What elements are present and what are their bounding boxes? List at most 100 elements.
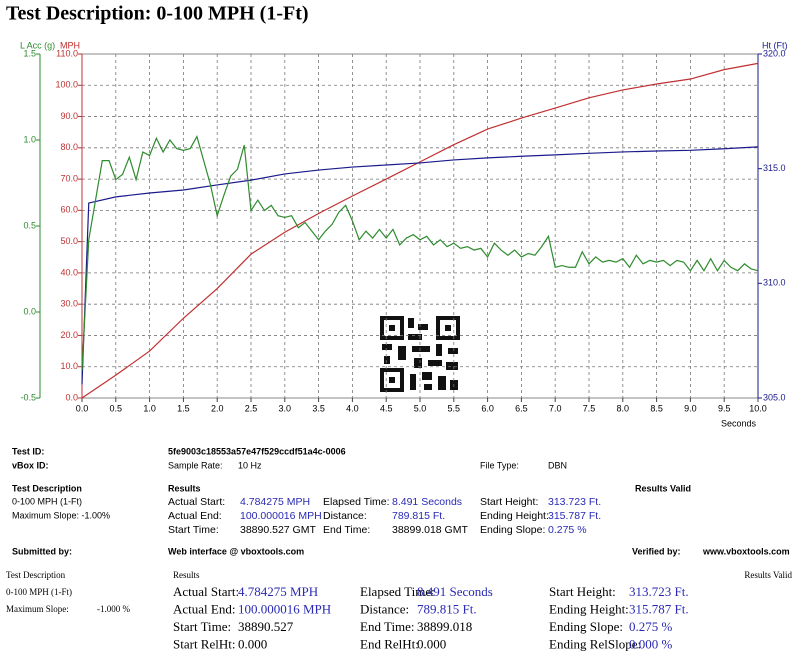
heading: Test Description xyxy=(12,483,82,493)
field-label: Elapsed Time: xyxy=(323,496,390,508)
field-value: 8.491 Seconds xyxy=(392,496,462,508)
y-tick-label: 0.0 xyxy=(65,392,78,402)
y3-tick-label: 1.0 xyxy=(23,134,36,144)
label: Test ID: xyxy=(12,446,44,456)
x-tick-label: 9.5 xyxy=(718,403,731,413)
label: Submitted by: xyxy=(12,546,72,556)
field-value: 0.275 % xyxy=(548,524,587,536)
field-label: Ending Slope: xyxy=(480,524,545,536)
y-tick-label: 10.0 xyxy=(60,361,78,371)
x-tick-label: 6.5 xyxy=(515,403,528,413)
x-tick-label: 2.5 xyxy=(245,403,258,413)
field-label: Actual End: xyxy=(173,601,235,616)
x-tick-label: 3.5 xyxy=(312,403,325,413)
value: -1.000 % xyxy=(97,604,130,614)
field-value: 0.275 % xyxy=(629,619,673,634)
x-tick-label: 6.0 xyxy=(481,403,494,413)
y-tick-label: 30.0 xyxy=(60,299,78,309)
value: 5fe9003c18553a57e47f529ccdf51a4c-0006 xyxy=(168,446,346,456)
x-tick-label: 9.0 xyxy=(684,403,697,413)
field-label: End Time: xyxy=(323,524,370,536)
field-label: Ending Height: xyxy=(549,601,629,616)
y-tick-label: 60.0 xyxy=(60,205,78,215)
label: Sample Rate: xyxy=(168,460,223,470)
field-label: Distance: xyxy=(323,510,367,522)
heading: Test Description xyxy=(6,570,66,580)
x-tick-label: 8.0 xyxy=(617,403,630,413)
x-tick-label: 0.0 xyxy=(76,403,89,413)
x-tick-label: 4.5 xyxy=(380,403,393,413)
field-value: 4.784275 MPH xyxy=(238,584,318,599)
y2-tick-label: 320.0 xyxy=(763,48,786,58)
value: 0-100 MPH (1-Ft) xyxy=(12,496,82,506)
y-tick-label: 90.0 xyxy=(60,111,78,121)
series-line xyxy=(81,146,759,385)
x-tick-label: 7.5 xyxy=(583,403,596,413)
y2-tick-label: 315.0 xyxy=(763,163,786,173)
x-tick-label: 1.0 xyxy=(143,403,156,413)
y3-axis-label: L Acc (g) xyxy=(20,40,55,50)
field-value: 315.787 Ft. xyxy=(629,601,689,616)
field-value: 789.815 Ft. xyxy=(392,510,445,522)
y-tick-label: 50.0 xyxy=(60,236,78,246)
x-tick-label: 1.5 xyxy=(177,403,190,413)
field-value: 8.491 Seconds xyxy=(417,584,493,599)
y3-tick-label: 0.5 xyxy=(23,220,36,230)
field-label: Start RelHt: xyxy=(173,636,235,651)
field-value: 313.723 Ft. xyxy=(548,496,601,508)
value: DBN xyxy=(548,460,567,470)
field-value: 38890.527 GMT xyxy=(240,524,316,536)
value: 10 Hz xyxy=(238,460,262,470)
y2-tick-label: 310.0 xyxy=(763,278,786,288)
y-tick-label: 20.0 xyxy=(60,330,78,340)
field-value: 100.000016 MPH xyxy=(238,601,331,616)
x-tick-label: 3.0 xyxy=(279,403,292,413)
field-label: Start Height: xyxy=(480,496,538,508)
field-label: Start Height: xyxy=(549,584,616,599)
y-tick-label: 100.0 xyxy=(55,80,78,90)
label: Verified by: xyxy=(632,546,681,556)
y-axis-label: MPH xyxy=(60,40,80,50)
field-value: 100.000016 MPH xyxy=(240,510,322,522)
heading: Results xyxy=(173,570,200,580)
field-label: Actual End: xyxy=(168,510,222,522)
y3-tick-label: 1.5 xyxy=(23,48,36,58)
field-value: 38890.527 xyxy=(238,619,294,634)
x-axis-label: Seconds xyxy=(721,418,757,428)
series-line xyxy=(81,135,759,371)
y-tick-label: 110.0 xyxy=(56,48,78,58)
field-value: 0.000 xyxy=(417,636,446,651)
field-label: Start Time: xyxy=(173,619,231,634)
y-tick-label: 40.0 xyxy=(60,267,78,277)
heading: Results xyxy=(168,483,201,493)
field-value: 315.787 Ft. xyxy=(548,510,601,522)
field-label: Start Time: xyxy=(168,524,219,536)
x-tick-label: 5.0 xyxy=(414,403,427,413)
value: 0-100 MPH (1-Ft) xyxy=(6,587,72,597)
field-value: 789.815 Ft. xyxy=(417,601,477,616)
value: Maximum Slope: -1.00% xyxy=(12,510,110,520)
value: Web interface @ vboxtools.com xyxy=(168,546,304,556)
page-title: Test Description: 0-100 MPH (1-Ft) xyxy=(6,3,309,25)
x-tick-label: 7.0 xyxy=(549,403,562,413)
field-value: 38899.018 xyxy=(417,619,472,634)
series-line xyxy=(81,62,759,399)
y2-axis-label: Ht (Ft) xyxy=(762,40,788,50)
label: vBox ID: xyxy=(12,460,49,470)
y3-tick-label: 0.0 xyxy=(23,306,36,316)
y2-tick-label: 305.0 xyxy=(763,392,786,402)
value: www.vboxtools.com xyxy=(702,546,790,556)
y3-tick-label: -0.5 xyxy=(20,392,36,402)
heading: Results Valid xyxy=(635,483,691,493)
field-value: 4.784275 MPH xyxy=(240,496,310,508)
field-label: End Time: xyxy=(360,619,415,634)
x-tick-label: 2.0 xyxy=(211,403,224,413)
field-label: Actual Start: xyxy=(173,584,239,599)
x-tick-label: 0.5 xyxy=(110,403,123,413)
label: Maximum Slope: xyxy=(6,604,69,614)
field-label: Distance: xyxy=(360,601,409,616)
x-tick-label: 10.0 xyxy=(749,403,767,413)
y-tick-label: 80.0 xyxy=(60,142,78,152)
field-label: Ending RelSlope: xyxy=(549,636,641,651)
